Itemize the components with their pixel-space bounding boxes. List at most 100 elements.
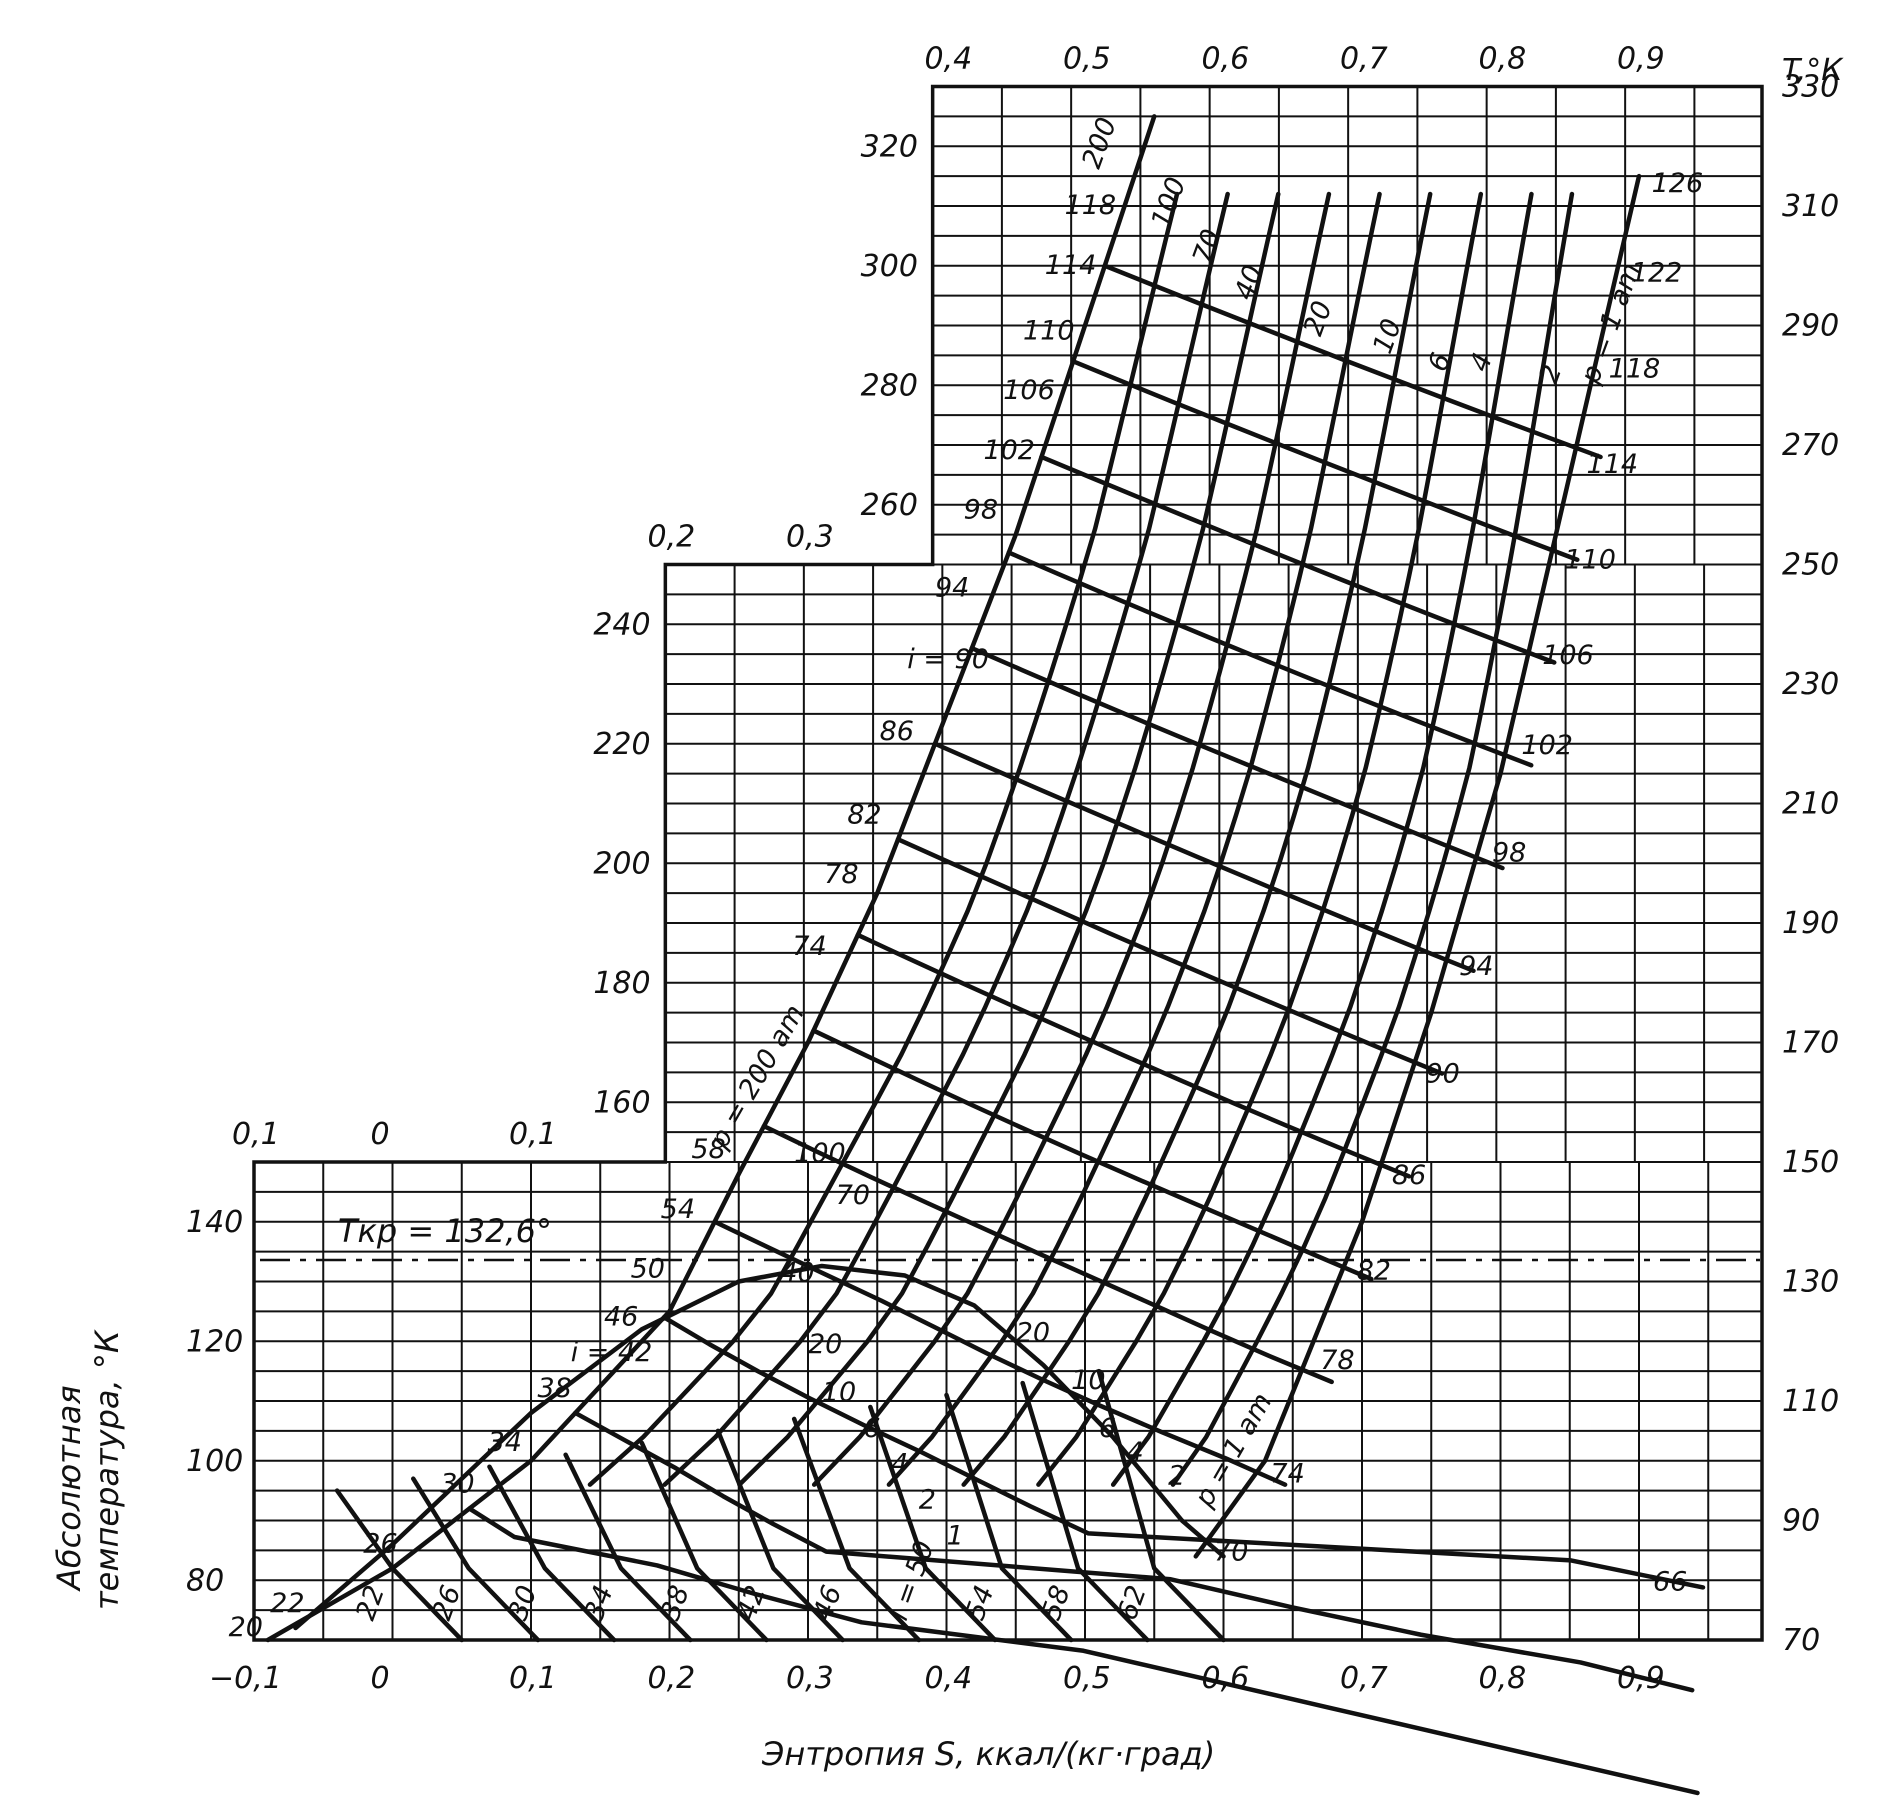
pressure-label-upper: 100	[1146, 173, 1193, 232]
enthalpy-label-left: 30	[440, 1469, 474, 1500]
enthalpy-label-left: 54	[661, 1194, 695, 1225]
x-tick-label: 0,7	[1340, 1661, 1388, 1696]
y-tick-label: 200	[593, 846, 650, 881]
enthalpy-label-right: 106	[1542, 640, 1594, 671]
right-y-tick-label: 150	[1782, 1145, 1839, 1180]
enthalpy-label-right: 90	[1425, 1058, 1459, 1089]
isenthalp-low	[334, 1488, 464, 1643]
y-tick-label: 100	[186, 1444, 243, 1479]
y-tick-label: 80	[186, 1563, 224, 1598]
x-tick-label: 0,4	[925, 42, 973, 77]
isenthalp-low	[715, 1428, 845, 1643]
enthalpy-label-right: 74	[1270, 1459, 1304, 1490]
x-tick-label: −0,1	[209, 1661, 282, 1696]
enthalpy-label-left: 118	[1065, 190, 1117, 221]
x-tick-label: 0,6	[1202, 1661, 1250, 1696]
isenthalp	[855, 932, 1412, 1179]
isenthalp	[895, 837, 1445, 1076]
enthalpy-label-left: 94	[935, 572, 969, 603]
x-tick-label: 0,2	[648, 520, 696, 555]
enthalpy-label-left: 86	[880, 716, 914, 747]
pressure-label-lower: 2	[919, 1485, 936, 1516]
enthalpy-label-right: 86	[1392, 1160, 1426, 1191]
enthalpy-label-bottom: 38	[655, 1582, 696, 1625]
y-tick-label: 160	[593, 1085, 650, 1120]
y-tick-label: 260	[861, 488, 918, 523]
pressure-label-upper: 200	[1076, 114, 1123, 173]
pressure-label-upper: 4	[1464, 349, 1499, 376]
pressure-label-lower: 10	[822, 1377, 856, 1408]
y-tick-label: 320	[861, 129, 918, 164]
x-tick-label: 0	[371, 1117, 390, 1152]
isobar	[1110, 191, 1534, 1487]
enthalpy-label-left: i = 90	[907, 644, 989, 675]
enthalpy-label-bottom: 30	[503, 1582, 544, 1625]
enthalpy-label-left: 22	[270, 1588, 304, 1619]
x-tick-label: 0,1	[232, 1117, 280, 1152]
enthalpy-label-left: 82	[847, 799, 881, 830]
enthalpy-label-left: 110	[1023, 315, 1075, 346]
right-y-tick-label: 210	[1782, 787, 1839, 822]
isenthalp-low	[411, 1476, 541, 1643]
y-tick-label: 140	[186, 1205, 243, 1240]
enthalpy-label-right: 98	[1492, 837, 1526, 868]
enthalpy-label-right: 70	[1214, 1536, 1248, 1567]
enthalpy-label-bottom: 54	[960, 1582, 1001, 1625]
right-y-tick-label: 230	[1782, 667, 1839, 702]
isobar	[886, 191, 1382, 1487]
isobar	[662, 191, 1230, 1487]
right-y-tick-label: 110	[1782, 1384, 1839, 1419]
enthalpy-label-right: 78	[1320, 1345, 1354, 1376]
isobar-p1	[1193, 173, 1642, 1559]
enthalpy-label-left: 98	[964, 495, 998, 526]
isobar	[737, 191, 1281, 1487]
y-tick-label: 300	[861, 249, 918, 284]
right-y-tick-label: 70	[1782, 1623, 1820, 1658]
x-tick-label: 0,1	[509, 1661, 557, 1696]
isenthalp	[932, 741, 1476, 974]
enthalpy-label-right: 126	[1652, 168, 1704, 199]
x-tick-label: 0,9	[1617, 42, 1665, 77]
x-tick-label: 0	[371, 1661, 390, 1696]
right-y-tick-label: 330	[1782, 70, 1839, 105]
y-tick-label: 120	[186, 1324, 243, 1359]
x-axis-title: Энтропия S, ккал/(кг·град)	[761, 1735, 1215, 1773]
isenthalp	[661, 1315, 1706, 1590]
curve-family	[265, 114, 1706, 1796]
isenthalp-low	[487, 1464, 617, 1643]
y-axis-title-line1: Абсолютная	[50, 1385, 88, 1592]
right-y-tick-label: 310	[1782, 189, 1839, 224]
enthalpy-label-left: 34	[488, 1427, 522, 1458]
pressure-label-lower: 70	[836, 1180, 870, 1211]
isobar	[1036, 191, 1484, 1487]
isenthalp	[761, 1123, 1334, 1385]
enthalpy-label-left: 58	[691, 1134, 725, 1165]
critical-temperature-label: Tкр = 132,6°	[338, 1212, 552, 1250]
isobar	[961, 191, 1433, 1487]
x-tick-label: 0,8	[1479, 42, 1527, 77]
y-tick-label: 180	[593, 966, 650, 1001]
isenthalp-low	[791, 1416, 922, 1643]
isenthalp-low	[944, 1392, 1074, 1643]
grid	[253, 85, 1763, 1641]
isenthalp	[1070, 359, 1580, 562]
isenthalp	[969, 645, 1505, 871]
pressure-label-lower: 4	[891, 1449, 908, 1480]
enthalpy-label-left: 46	[604, 1301, 638, 1332]
enthalpy-label-left: 106	[1003, 375, 1055, 406]
enthalpy-label-left: 78	[824, 859, 858, 890]
pressure-label-lower: 2	[1168, 1461, 1185, 1492]
x-tick-label: 0,7	[1340, 42, 1388, 77]
enthalpy-label-right: 102	[1521, 730, 1573, 761]
isenthalp	[712, 1219, 1288, 1487]
x-tick-label: 0,5	[1063, 1661, 1111, 1696]
enthalpy-label-left: 38	[537, 1373, 571, 1404]
enthalpy-label-left: 26	[363, 1528, 397, 1559]
right-y-tick-label: 250	[1782, 548, 1839, 583]
pressure-label-upper: 70	[1187, 225, 1228, 268]
x-tick-label: 0,6	[1202, 42, 1250, 77]
enthalpy-label-right: 82	[1357, 1256, 1391, 1287]
y-axis-title-line2: температура, °К	[88, 1329, 126, 1610]
x-tick-label: 0,2	[648, 1661, 696, 1696]
